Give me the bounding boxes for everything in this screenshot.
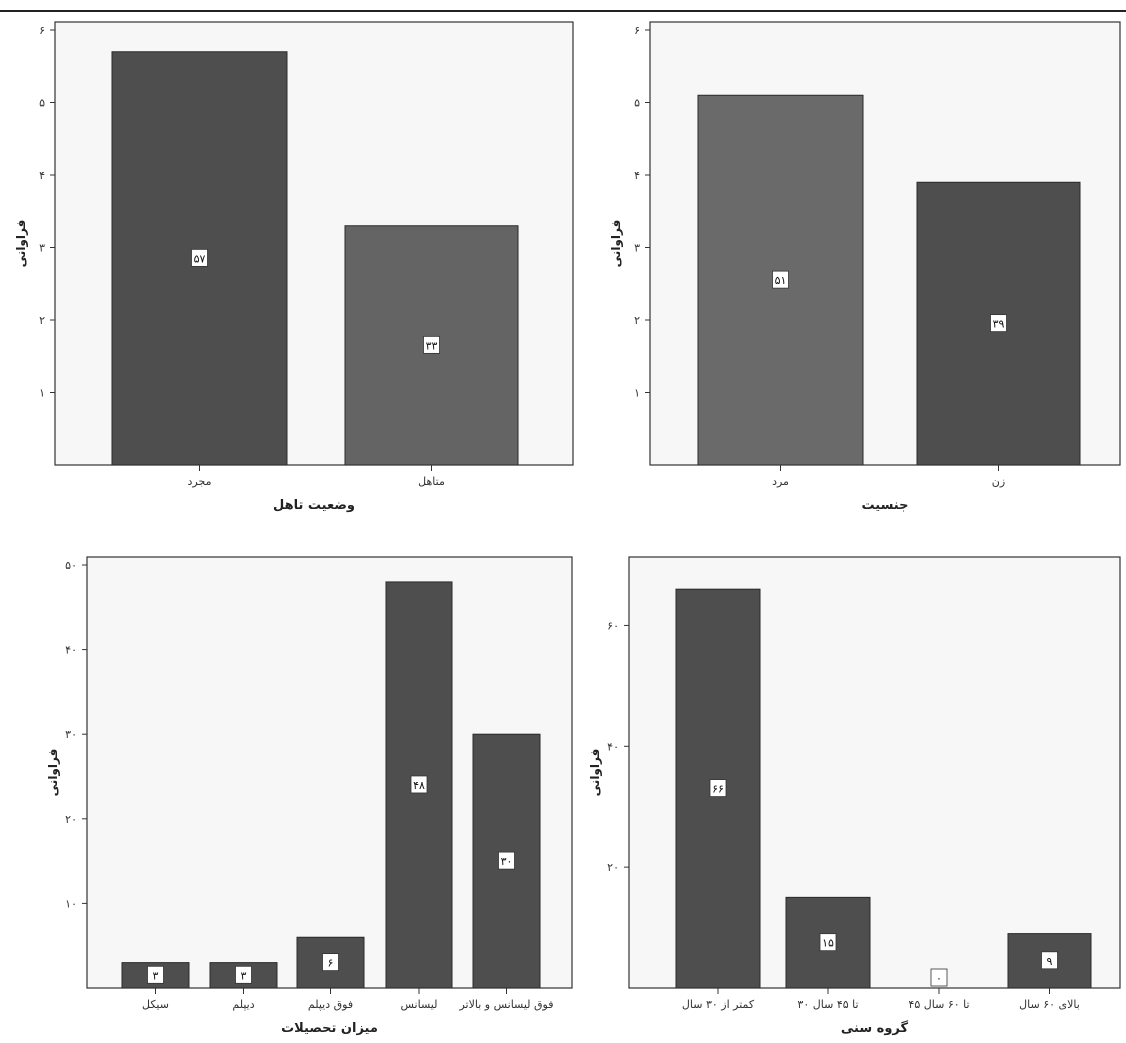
data-label: ۹ xyxy=(1047,955,1053,968)
data-label: ۳۰ xyxy=(501,855,513,868)
x-axis-label: میزان تحصیلات xyxy=(281,1021,378,1036)
data-label-box xyxy=(191,248,208,267)
y-tick-label: ۳ xyxy=(634,242,640,255)
data-label-box xyxy=(772,270,789,289)
data-label-box xyxy=(1041,951,1058,970)
x-tick-label: زن xyxy=(992,475,1005,488)
y-tick-label: ۲۰ xyxy=(65,813,77,826)
x-tick-label: لیسانس xyxy=(401,998,438,1011)
data-label-box xyxy=(423,335,440,354)
x-tick-label: سیکل xyxy=(142,998,169,1011)
data-label-box xyxy=(930,968,948,987)
x-tick-label: دیپلم xyxy=(232,998,254,1011)
x-tick-label: ۴۵ تا ۶۰ سال xyxy=(908,998,969,1011)
y-tick-label: ۳۰ xyxy=(65,728,77,741)
y-tick-label: ۲ xyxy=(39,314,45,327)
y-tick-label: ۴۰ xyxy=(65,644,77,657)
y-axis-label: فراوانی xyxy=(46,749,61,797)
data-label: ۵۱ xyxy=(775,274,787,287)
top-rule xyxy=(0,10,1126,12)
chart-panel-2: ۱ ۲ ۳ ۴ ۵ ۶ فراوانی ۵۱ مرد ۳۹ زن جنسیت xyxy=(609,21,1121,513)
x-tick-label: مرد xyxy=(772,475,789,488)
x-tick-label: متاهل xyxy=(418,475,445,488)
x-tick-label: مجرد xyxy=(188,475,212,488)
y-axis-label: فراوانی xyxy=(609,220,624,268)
y-tick-label: ۴۰ xyxy=(607,740,619,753)
x-tick-label: کمتر از ۳۰ سال xyxy=(682,998,755,1011)
y-tick-label: ۱ xyxy=(634,387,640,400)
x-tick-label: فوق دیپلم xyxy=(308,998,353,1011)
y-tick-label: ۶۰ xyxy=(607,619,619,632)
data-label: ۵۷ xyxy=(194,252,206,265)
y-tick-label: ۳ xyxy=(39,242,45,255)
data-label-box xyxy=(990,314,1007,333)
y-tick-label: ۶ xyxy=(634,24,640,37)
data-label: ۳ xyxy=(153,969,159,982)
y-tick-label: ۵ xyxy=(39,97,45,110)
x-axis-label: گروه سنی xyxy=(841,1020,909,1036)
data-label: ۰ xyxy=(936,972,942,985)
y-axis-label: فراوانی xyxy=(14,220,29,268)
chart-panel-4: ۲۰ ۴۰ ۶۰ فراوانی ۶۶ کمتر از ۳۰ سال ۱۵ ۳۰ تا ۴۵ … xyxy=(588,556,1121,1036)
y-tick-label: ۴ xyxy=(634,169,640,182)
chart-panel-3: ۱۰ ۲۰ ۳۰ ۴۰ ۵۰ فراوانی ۳ سیکل ۳ دیپلم ۶ فوق دیپلم ۴۸… xyxy=(46,556,573,1036)
y-tick-label: ۲ xyxy=(634,314,640,327)
y-axis-label: فراوانی xyxy=(588,749,603,797)
y-tick-label: ۵۰ xyxy=(65,559,77,572)
y-tick-label: ۴ xyxy=(39,169,45,182)
data-label-box xyxy=(819,933,837,952)
data-label-box xyxy=(709,779,727,797)
data-label-box xyxy=(147,965,164,984)
x-axis-label: وضعیت تاهل xyxy=(273,498,355,513)
data-label-box xyxy=(410,775,428,794)
chart-panel-1: ۱ ۲ ۳ ۴ ۵ ۶ فراوانی ۵۷ مجرد ۳۳ متاهل وضعیت تاهل xyxy=(14,21,574,513)
data-label: ۶۶ xyxy=(712,783,724,796)
x-axis-label: جنسیت xyxy=(862,498,909,513)
x-tick-label: فوق لیسانس و بالاتر xyxy=(458,998,553,1011)
data-label: ۱۵ xyxy=(822,937,834,950)
y-tick-label: ۲۰ xyxy=(607,861,619,874)
data-label-box xyxy=(498,851,515,870)
data-label: ۶ xyxy=(328,957,334,970)
data-label: ۳۳ xyxy=(426,339,438,352)
data-label: ۴۸ xyxy=(413,779,425,792)
y-tick-label: ۶ xyxy=(39,24,45,37)
data-label-box xyxy=(235,965,252,984)
y-tick-label: ۱ xyxy=(39,387,45,400)
x-tick-label: ۳۰ تا ۴۵ سال xyxy=(797,998,858,1011)
y-tick-label: ۵ xyxy=(634,97,640,110)
y-tick-label: ۱۰ xyxy=(65,897,77,910)
x-tick-label: بالای ۶۰ سال xyxy=(1019,998,1080,1011)
data-label: ۳ xyxy=(241,969,247,982)
data-label: ۳۹ xyxy=(993,318,1005,331)
data-label-box xyxy=(322,953,339,972)
